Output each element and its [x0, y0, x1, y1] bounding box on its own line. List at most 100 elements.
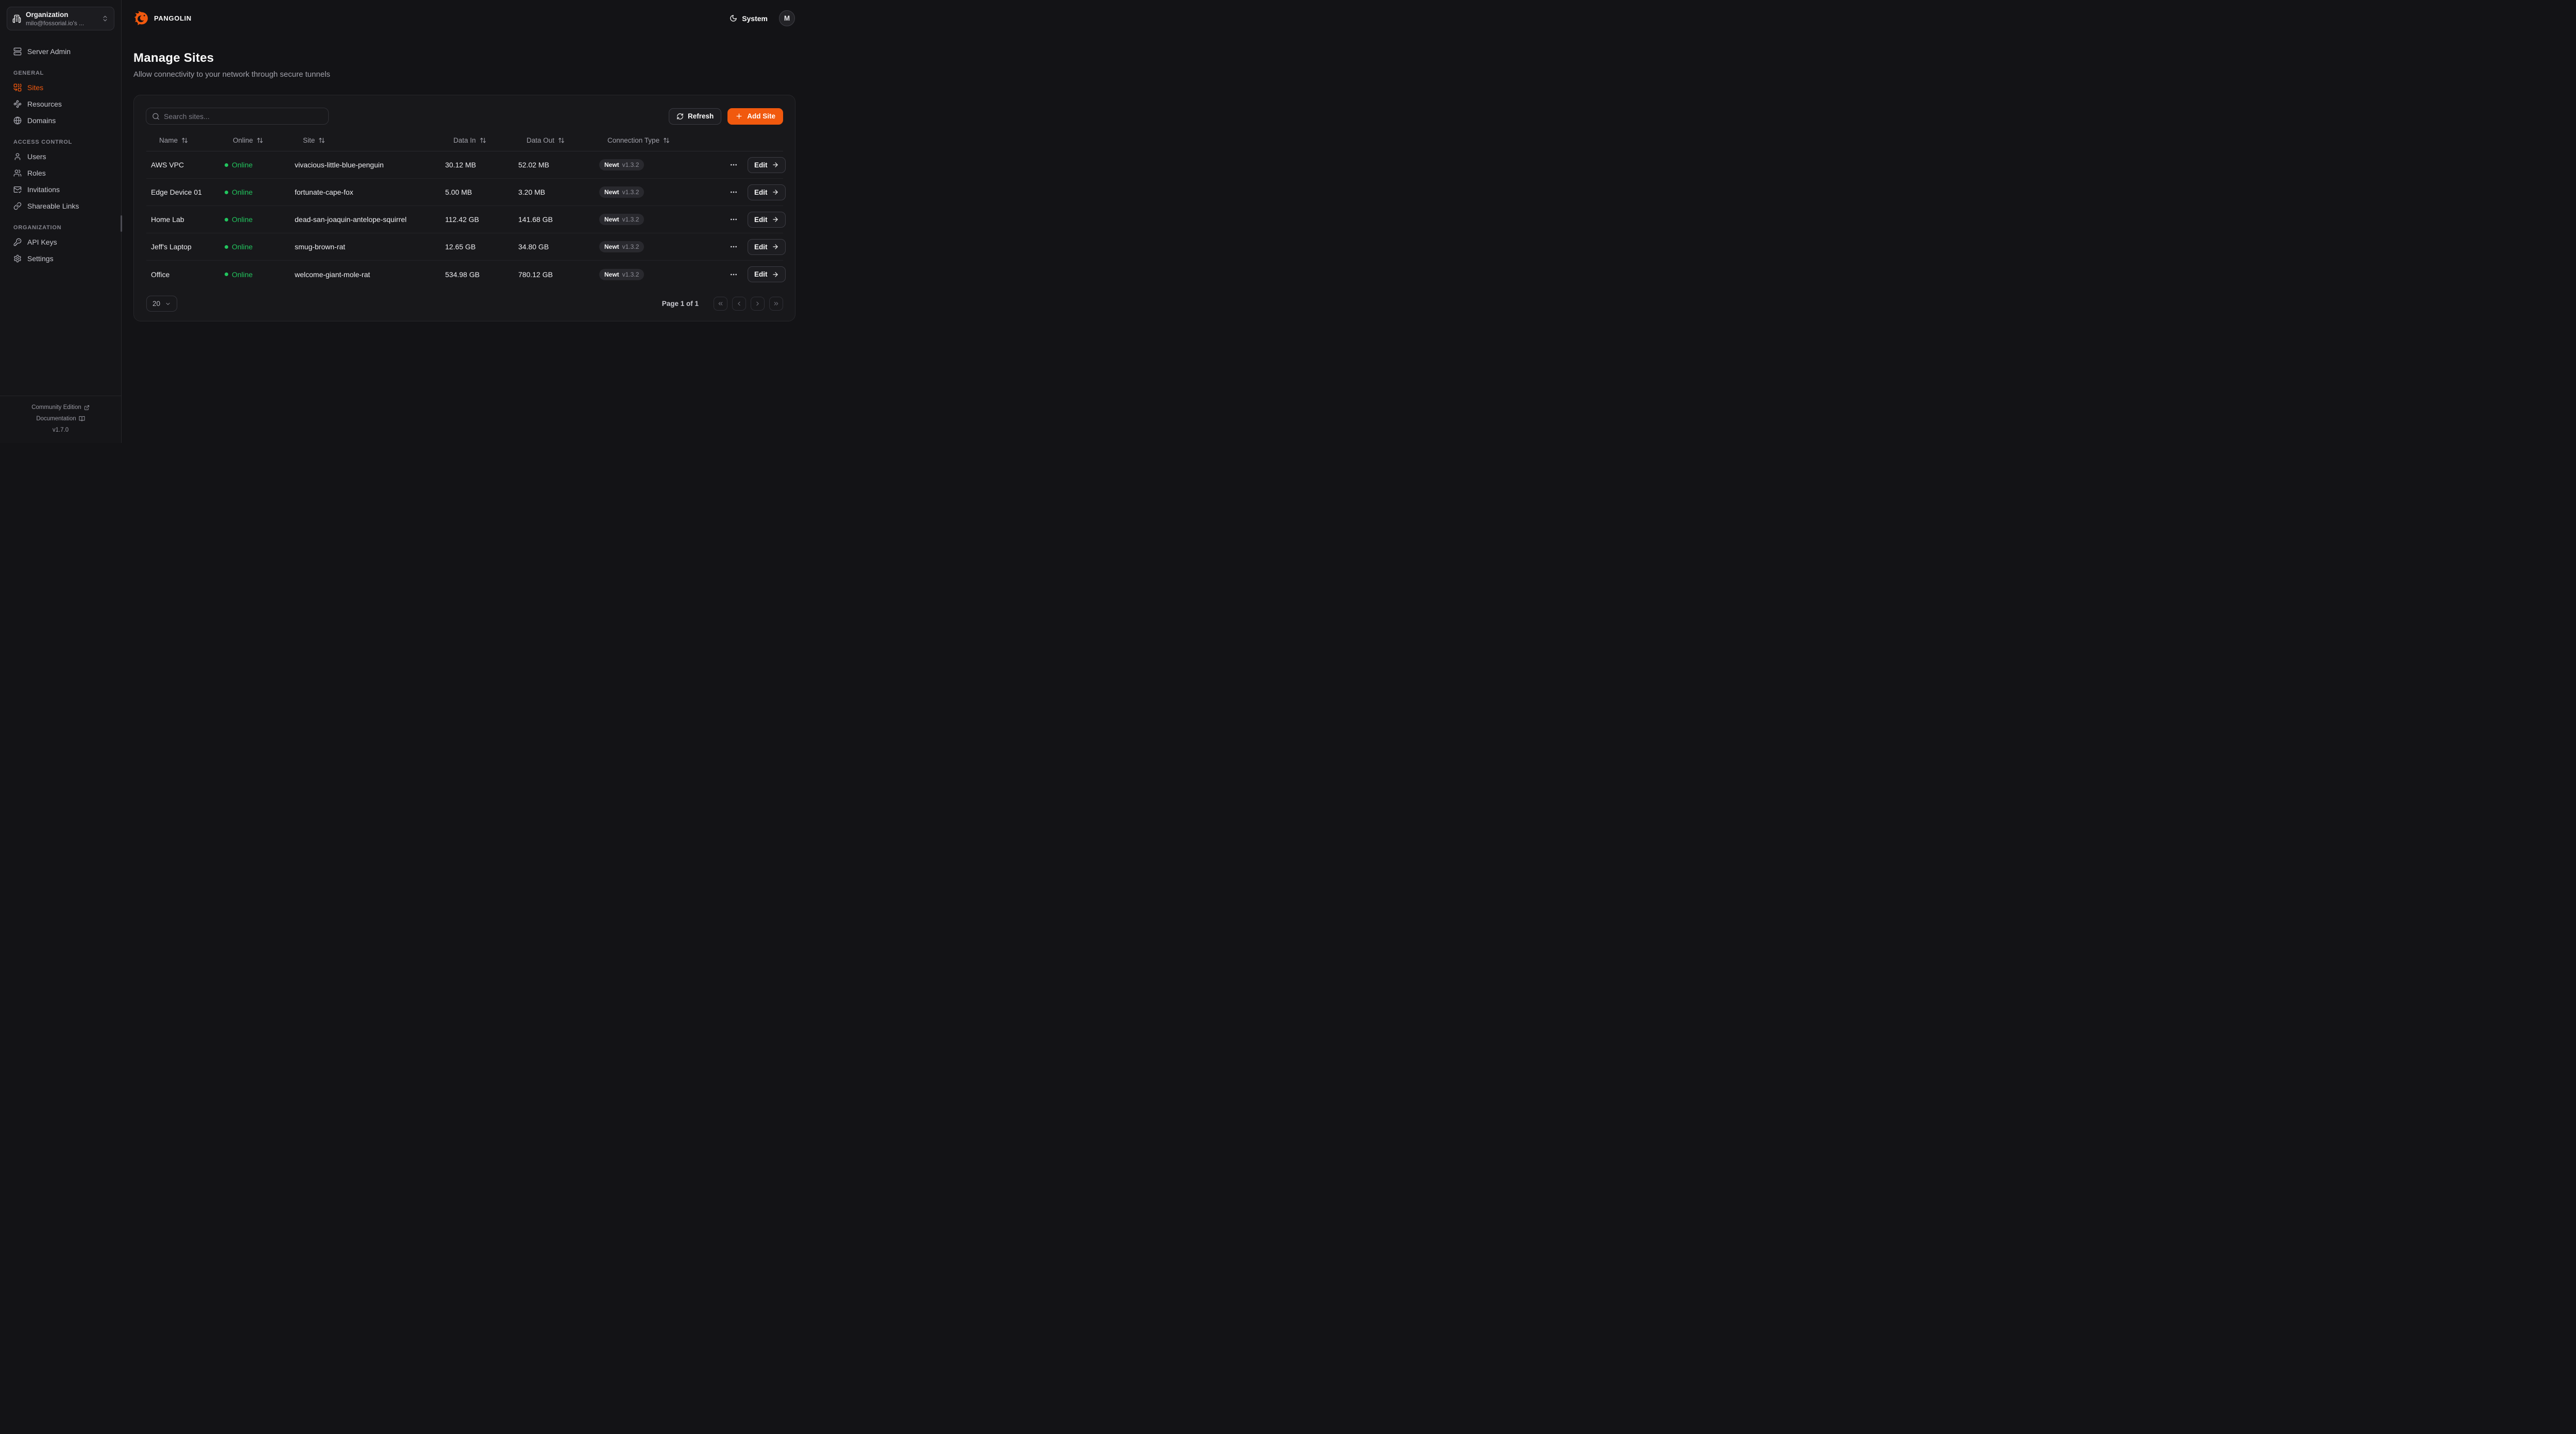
column-header-data-in[interactable]: Data In: [445, 136, 518, 144]
column-header-connection-type[interactable]: Connection Type: [599, 136, 727, 144]
arrow-right-icon: [772, 243, 779, 250]
refresh-label: Refresh: [687, 112, 714, 120]
users-icon: [13, 169, 22, 177]
org-switcher[interactable]: Organization milo@fossorial.io's ...: [7, 7, 114, 30]
edit-button[interactable]: Edit: [748, 157, 786, 173]
sidebar-item-domains[interactable]: Domains: [0, 112, 121, 129]
row-actions-cell: Edit: [727, 211, 786, 228]
refresh-icon: [676, 113, 684, 120]
sidebar-section-heading: ACCESS CONTROL: [13, 139, 73, 145]
site-tunnel-cell: vivacious-little-blue-penguin: [295, 161, 384, 169]
column-header-name[interactable]: Name: [151, 136, 225, 144]
online-label: Online: [232, 161, 253, 169]
sidebar-item-api-keys[interactable]: API Keys: [0, 234, 121, 250]
online-dot-icon: [225, 217, 228, 221]
table-row: Edge Device 01 Online fortunate-cape-fox…: [146, 179, 786, 206]
sidebar-nav: Server Admin GENERAL Sites Resources Domain…: [0, 37, 121, 396]
page-size-select[interactable]: 20: [146, 296, 178, 312]
pager-chevron-left-button[interactable]: [732, 297, 746, 311]
globe-icon: [13, 116, 22, 125]
sidebar: Organization milo@fossorial.io's ... Ser…: [0, 0, 122, 443]
refresh-button[interactable]: Refresh: [668, 108, 722, 125]
data-out-cell: 52.02 MB: [518, 161, 549, 169]
ellipsis-icon: [730, 215, 738, 224]
sidebar-item-settings[interactable]: Settings: [0, 250, 121, 267]
sidebar-section-heading: ORGANIZATION: [13, 225, 62, 231]
column-label: Connection Type: [607, 136, 660, 144]
brand: PANGOLIN: [133, 10, 192, 26]
sort-icon: [558, 137, 565, 144]
online-dot-icon: [225, 190, 228, 194]
connection-type-name: Newt: [604, 189, 619, 196]
ellipsis-icon: [730, 161, 738, 169]
site-name-cell: Office: [151, 270, 170, 279]
data-out-cell: 34.80 GB: [518, 243, 549, 251]
edit-button[interactable]: Edit: [748, 184, 786, 200]
online-dot-icon: [225, 245, 228, 249]
site-status-cell: Online: [225, 243, 295, 251]
brand-name: PANGOLIN: [154, 14, 192, 22]
column-header-data-out[interactable]: Data Out: [518, 136, 599, 144]
book-open-icon: [79, 416, 85, 422]
search-input[interactable]: [146, 108, 329, 125]
site-status-cell: Online: [225, 270, 295, 279]
edit-button[interactable]: Edit: [748, 211, 786, 228]
row-menu-button[interactable]: [727, 241, 740, 253]
edit-button[interactable]: Edit: [748, 238, 786, 255]
sidebar-item-server-admin[interactable]: Server Admin: [0, 43, 121, 60]
sites-table: Name Online Site Data In Data Out Connection …: [146, 130, 786, 288]
row-menu-button[interactable]: [727, 213, 740, 226]
edit-button[interactable]: Edit: [748, 266, 786, 282]
connection-type-badge: Newt v1.3.2: [599, 214, 645, 225]
connection-type-cell: Newt v1.3.2: [599, 159, 727, 170]
sidebar-item-roles[interactable]: Roles: [0, 165, 121, 181]
chevron-down-icon: [165, 301, 171, 307]
row-actions-cell: Edit: [727, 238, 786, 255]
documentation-link[interactable]: Documentation: [0, 413, 121, 424]
sidebar-item-shareable-links[interactable]: Shareable Links: [0, 198, 121, 214]
connection-type-version: v1.3.2: [622, 243, 639, 250]
edit-label: Edit: [754, 161, 768, 169]
data-out-cell: 780.12 GB: [518, 270, 553, 279]
connection-type-badge: Newt v1.3.2: [599, 241, 645, 252]
column-label: Data In: [453, 136, 476, 144]
connection-type-name: Newt: [604, 161, 619, 168]
sidebar-item-label: Domains: [27, 116, 56, 125]
edit-label: Edit: [754, 243, 768, 251]
column-label: Online: [233, 136, 253, 144]
connection-type-cell: Newt v1.3.2: [599, 186, 727, 198]
community-edition-link[interactable]: Community Edition: [0, 402, 121, 413]
version-label: v1.7.0: [52, 427, 69, 433]
add-site-button[interactable]: Add Site: [727, 108, 783, 125]
online-dot-icon: [225, 163, 228, 167]
sites-card: Refresh Add Site Name Online Site Data In Da…: [133, 95, 795, 321]
row-menu-button[interactable]: [727, 186, 740, 198]
sidebar-item-resources[interactable]: Resources: [0, 96, 121, 112]
user-avatar[interactable]: M: [779, 10, 795, 26]
sidebar-item-label: Invitations: [27, 185, 60, 194]
data-in-cell: 12.65 GB: [445, 243, 476, 251]
pager-chevron-right-button[interactable]: [751, 297, 765, 311]
pager-chevrons-left-button[interactable]: [714, 297, 727, 311]
page-indicator: Page 1 of 1: [662, 300, 699, 308]
site-name-cell: Home Lab: [151, 215, 184, 224]
row-menu-button[interactable]: [727, 159, 740, 171]
sidebar-scrollbar-thumb[interactable]: [121, 215, 122, 232]
online-label: Online: [232, 188, 253, 196]
pager-chevrons-right-button[interactable]: [769, 297, 783, 311]
connection-type-cell: Newt v1.3.2: [599, 214, 727, 225]
row-menu-button[interactable]: [727, 268, 740, 281]
sidebar-item-users[interactable]: Users: [0, 148, 121, 165]
column-header-online[interactable]: Online: [225, 136, 295, 144]
sidebar-item-invitations[interactable]: Invitations: [0, 181, 121, 198]
data-out-cell: 3.20 MB: [518, 188, 546, 196]
row-actions-cell: Edit: [727, 266, 786, 282]
connection-type-badge: Newt v1.3.2: [599, 268, 645, 280]
sidebar-item-sites[interactable]: Sites: [0, 79, 121, 96]
online-dot-icon: [225, 272, 228, 276]
site-status-cell: Online: [225, 215, 295, 224]
theme-selector-button[interactable]: System: [730, 14, 768, 23]
search-icon: [152, 112, 160, 120]
column-header-site[interactable]: Site: [295, 136, 445, 144]
ellipsis-icon: [730, 188, 738, 196]
